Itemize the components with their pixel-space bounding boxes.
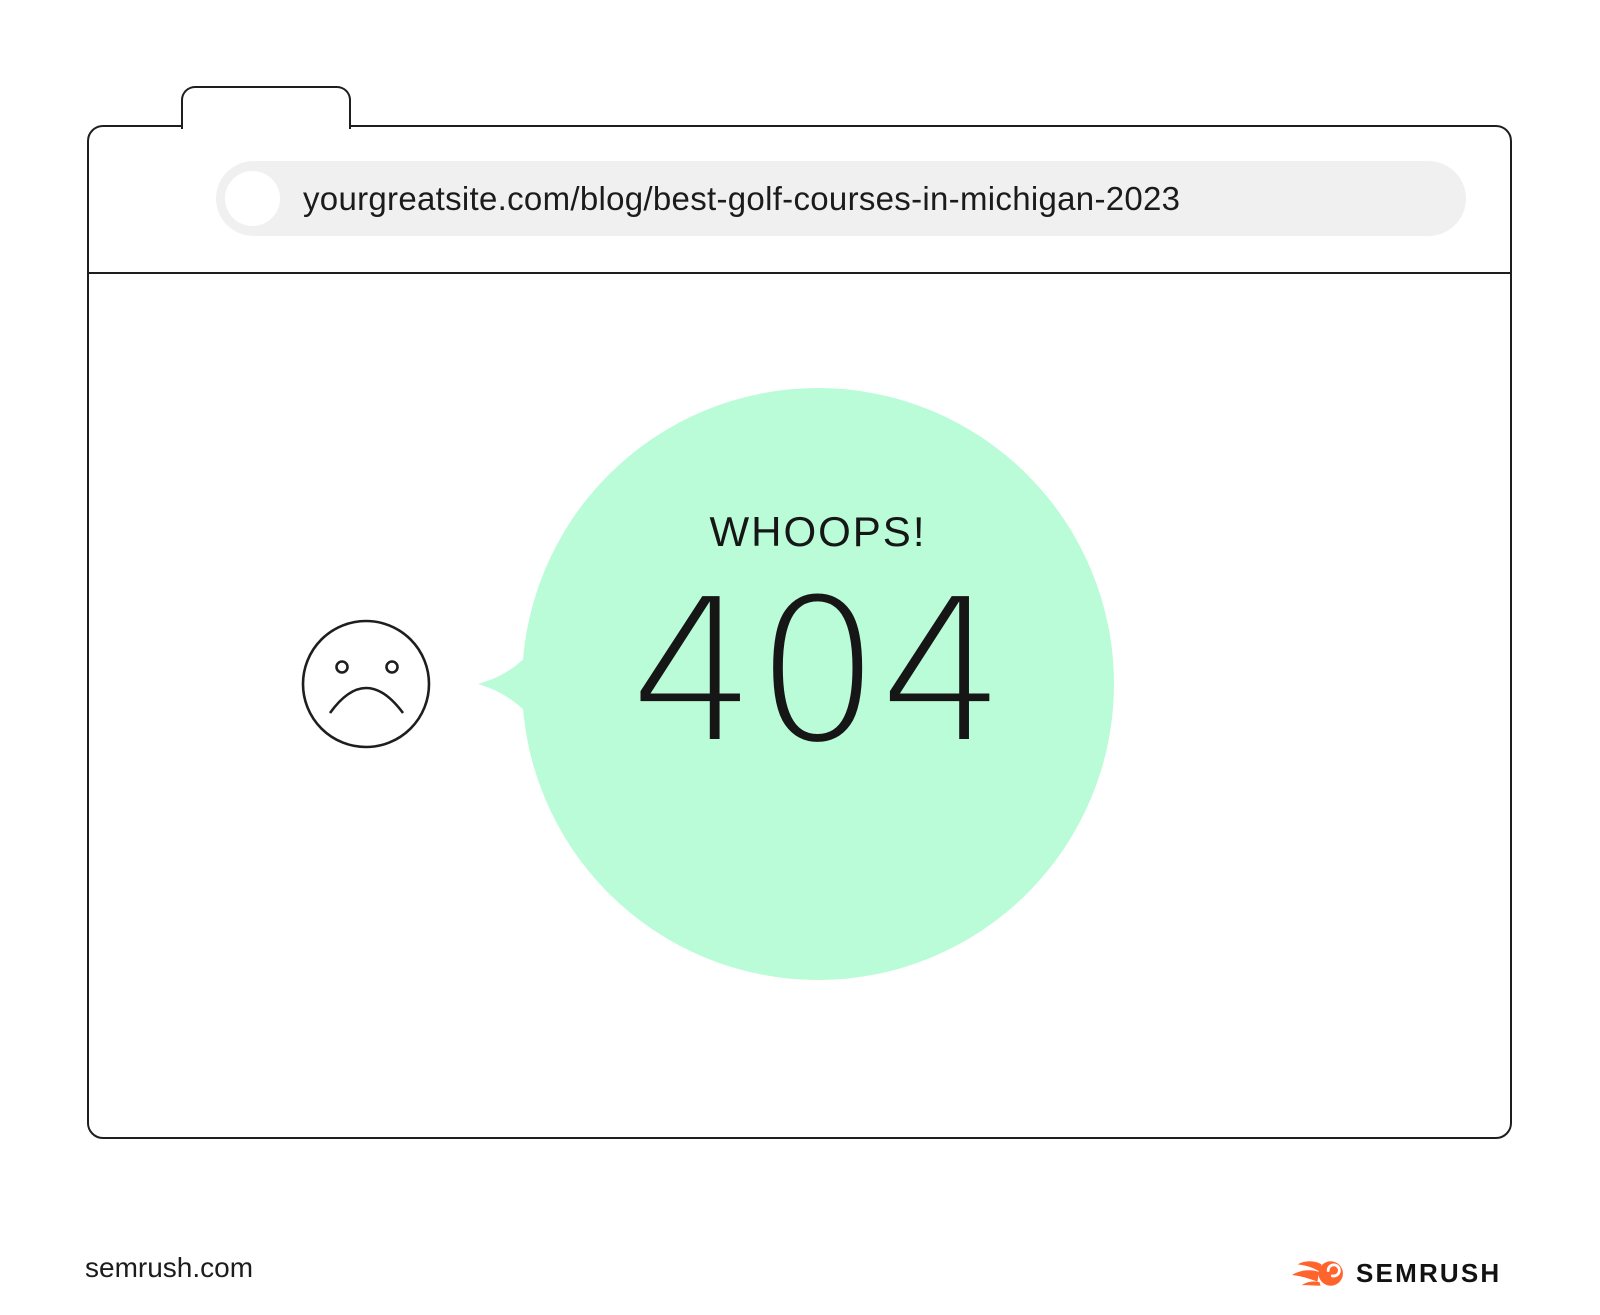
semrush-logo: SEMRUSH [1291,1257,1501,1289]
address-url: yourgreatsite.com/blog/best-golf-courses… [303,179,1181,217]
error-heading: WHOOPS! [709,508,927,555]
semrush-wordmark: SEMRUSH [1356,1258,1502,1288]
favicon-circle-icon [225,171,280,226]
sad-face-icon [301,619,431,749]
error-code: 404 [630,558,1006,786]
address-bar[interactable]: yourgreatsite.com/blog/best-golf-courses… [216,161,1466,236]
browser-tab[interactable] [181,86,351,129]
speech-bubble [522,388,1114,980]
footer-site-label: semrush.com [85,1252,254,1283]
semrush-comet-icon [1292,1261,1343,1286]
browser-header: yourgreatsite.com/blog/best-golf-courses… [89,127,1510,274]
